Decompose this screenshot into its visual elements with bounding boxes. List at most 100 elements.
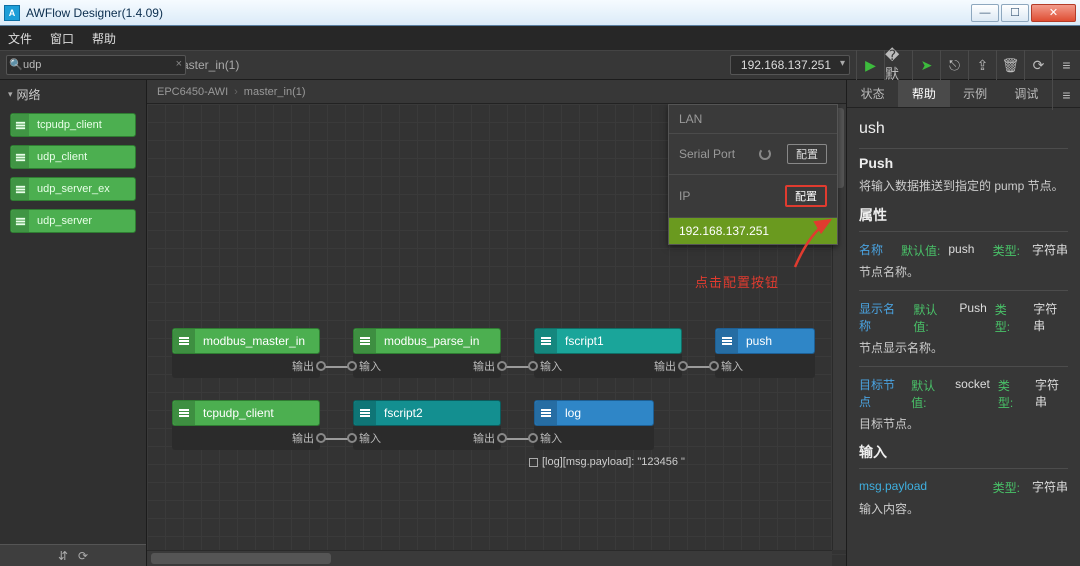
node-push[interactable]: push 输入	[715, 328, 815, 378]
dropdown-lan-label: LAN	[679, 112, 702, 126]
tab-help[interactable]: 帮助	[898, 80, 949, 107]
port-out-label: 输出	[473, 430, 495, 446]
breadcrumb-leaf[interactable]: master_in(1)	[244, 86, 306, 98]
node-label: log	[557, 406, 589, 420]
port-in-label: 输入	[540, 430, 562, 446]
port-in-label: 输入	[721, 358, 743, 374]
breadcrumb-root[interactable]: EPC6450-AWI	[157, 86, 228, 98]
node-fscript1[interactable]: fscript1 输入 输出	[534, 328, 682, 378]
window-close-button[interactable]: ✕	[1031, 4, 1076, 22]
palette-section-network[interactable]: 网络	[0, 80, 146, 109]
port-out-label: 输出	[292, 358, 314, 374]
port-out[interactable]	[497, 433, 507, 443]
search-clear-icon[interactable]: ×	[176, 58, 182, 70]
menu-file[interactable]: 文件	[8, 30, 32, 47]
palette-item-label: udp_server_ex	[29, 183, 118, 195]
menubar: 文件 窗口 帮助	[0, 26, 1080, 50]
ip-config-button[interactable]: 配置	[785, 185, 827, 207]
node-label: fscript1	[557, 334, 612, 348]
flow-canvas[interactable]: modbus_master_in 输出 modbus_parse_in 输入输出…	[147, 104, 846, 566]
panel-menu-button[interactable]: ≡	[1052, 80, 1080, 110]
canvas-scrollbar-horizontal[interactable]	[147, 550, 832, 566]
palette-item-tcpudp-client[interactable]: tcpudp_client	[10, 113, 136, 137]
send-button[interactable]: ➤	[912, 50, 940, 80]
search-icon: 🔍	[9, 58, 23, 71]
port-out[interactable]	[678, 361, 688, 371]
prop-desc: 输入内容。	[859, 500, 1068, 517]
callout-text: 点击配置按钮	[695, 272, 779, 291]
port-out[interactable]	[316, 433, 326, 443]
tab-example[interactable]: 示例	[950, 80, 1001, 107]
palette-search-input[interactable]	[6, 55, 186, 75]
loading-spinner-icon	[759, 148, 771, 160]
app-icon: A	[4, 5, 20, 21]
port-in-label: 输入	[540, 358, 562, 374]
breadcrumb: EPC6450-AWI › master_in(1)	[147, 80, 846, 104]
help-heading-attr: 属性	[859, 205, 1068, 225]
ip-dropdown[interactable]: 192.168.137.251	[730, 55, 850, 75]
prop-row-display-name: 显示名称 默认值: Push 类型: 字符串	[859, 301, 1068, 335]
node-label: fscript2	[376, 406, 431, 420]
dropdown-active-ip[interactable]: 192.168.137.251	[669, 218, 837, 244]
palette-item-udp-server[interactable]: udp_server	[10, 209, 136, 233]
sidebar-collapse-icon[interactable]: ⇵	[58, 549, 68, 563]
palette-item-label: tcpudp_client	[29, 119, 110, 131]
node-modbus-master-in[interactable]: modbus_master_in 输出	[172, 328, 320, 378]
menu-help[interactable]: 帮助	[92, 30, 116, 47]
palette-item-udp-client[interactable]: udp_client	[10, 145, 136, 169]
palette-item-udp-server-ex[interactable]: udp_server_ex	[10, 177, 136, 201]
window-title: AWFlow Designer(1.4.09)	[26, 6, 971, 20]
port-in-label: 输入	[359, 430, 381, 446]
menu-window[interactable]: 窗口	[50, 30, 74, 47]
help-panel: 状态 帮助 示例 调试 ≡ ush Push 将输入数据推送到指定的 pump …	[846, 80, 1080, 566]
port-in[interactable]	[709, 361, 719, 371]
node-fscript2[interactable]: fscript2 输入 输出	[353, 400, 501, 450]
sidebar-footer: ⇵ ⟳	[0, 544, 146, 566]
deploy-play-button[interactable]: ▶	[856, 50, 884, 80]
port-out[interactable]	[497, 361, 507, 371]
checkbox-icon[interactable]	[529, 458, 538, 467]
window-maximize-button[interactable]: ☐	[1001, 4, 1029, 22]
node-modbus-parse-in[interactable]: modbus_parse_in 输入输出	[353, 328, 501, 378]
node-label: modbus_master_in	[195, 334, 313, 348]
tab-debug[interactable]: 调试	[1001, 80, 1052, 107]
port-in[interactable]	[528, 433, 538, 443]
help-heading-input: 输入	[859, 442, 1068, 462]
port-in[interactable]	[347, 361, 357, 371]
help-push-desc: 将输入数据推送到指定的 pump 节点。	[859, 177, 1068, 195]
log-output-caption: [log][msg.payload]: "123456 "	[529, 456, 685, 468]
node-tcpudp-client[interactable]: tcpudp_client 输出	[172, 400, 320, 450]
port-out-label: 输出	[654, 358, 676, 374]
node-label: push	[738, 334, 780, 348]
refresh-button[interactable]: ⟳	[1024, 50, 1052, 80]
help-title: ush	[859, 120, 1068, 138]
palette-item-label: udp_server	[29, 215, 100, 227]
window-minimize-button[interactable]: —	[971, 4, 999, 22]
tab-status[interactable]: 状态	[847, 80, 898, 107]
node-label: modbus_parse_in	[376, 334, 487, 348]
canvas-area: EPC6450-AWI › master_in(1) modbus_master…	[147, 80, 846, 566]
prop-desc: 节点显示名称。	[859, 339, 1068, 356]
dropdown-ip-label: IP	[679, 189, 690, 203]
node-label: tcpudp_client	[195, 406, 282, 420]
prop-desc: 节点名称。	[859, 263, 1068, 280]
port-out-label: 输出	[292, 430, 314, 446]
prop-row-msg-payload: msg.payload 类型: 字符串	[859, 479, 1068, 496]
node-log[interactable]: log 输入	[534, 400, 654, 450]
port-in[interactable]	[528, 361, 538, 371]
link-button[interactable]: ⎋	[940, 50, 968, 80]
prop-row-target: 目标节点 默认值: socket 类型: 字符串	[859, 377, 1068, 411]
connection-dropdown: LAN Serial Port 配置 IP 配置 192.168.137.251	[668, 104, 838, 245]
sidebar-refresh-icon[interactable]: ⟳	[78, 549, 88, 563]
download-button[interactable]: �默	[884, 50, 912, 80]
prop-desc: 目标节点。	[859, 415, 1068, 432]
serial-config-button[interactable]: 配置	[787, 144, 827, 164]
toolbar: 🔍 × master_in(1) 192.168.137.251 ▶ �默 ➤ …	[0, 50, 1080, 80]
menu-button[interactable]: ≡	[1052, 50, 1080, 80]
port-in[interactable]	[347, 433, 357, 443]
trash-button[interactable]: 🗑	[996, 50, 1024, 80]
dropdown-serial-label: Serial Port	[679, 147, 735, 161]
export-button[interactable]: ⇪	[968, 50, 996, 80]
palette-sidebar: 网络 tcpudp_client udp_client udp_server_e…	[0, 80, 147, 566]
port-out[interactable]	[316, 361, 326, 371]
